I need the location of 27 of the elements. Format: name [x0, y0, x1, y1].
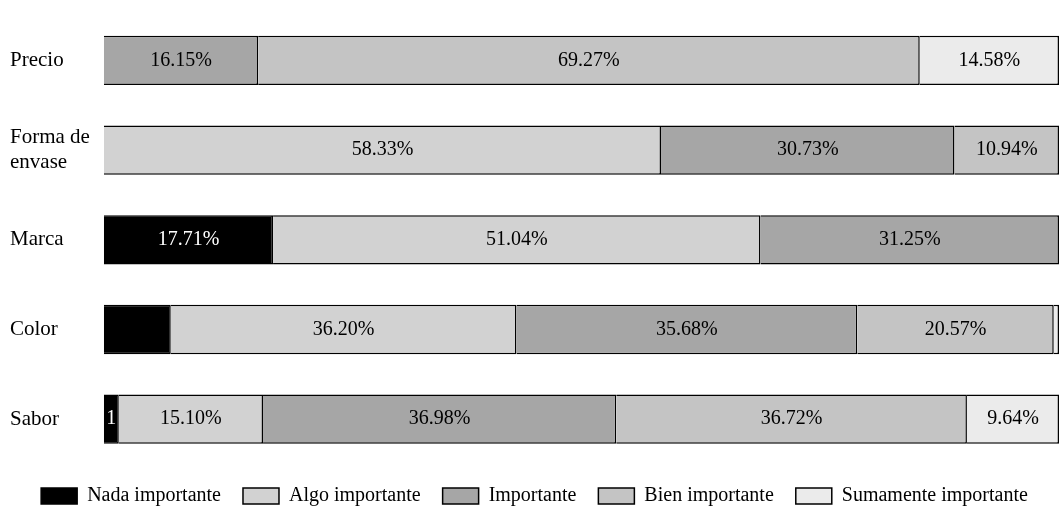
data-label: 36.98%	[408, 406, 471, 429]
data-label: 16.15%	[150, 47, 212, 70]
y-tick-label: Forma de envase	[10, 124, 90, 174]
data-label: 10.94%	[975, 137, 1038, 160]
legend-label: Bien importante	[644, 483, 774, 507]
y-tick-label: Color	[10, 316, 58, 340]
data-label: 15.10%	[160, 406, 222, 429]
data-label: 31.25%	[878, 227, 941, 250]
data-label: 14.58%	[958, 47, 1021, 70]
data-label: 17.71%	[157, 227, 220, 250]
legend-label: Importante	[488, 483, 577, 507]
data-label: 58.33%	[351, 137, 414, 160]
data-label: 36.72%	[760, 406, 823, 429]
legend-label: Sumamente importante	[841, 483, 1028, 507]
y-tick-label: Precio	[10, 46, 64, 71]
legend-label: Nada importante	[87, 483, 222, 507]
data-label: 51.04%	[485, 227, 548, 250]
data-label: 30.73%	[776, 137, 839, 160]
y-tick-label: Sabor	[10, 405, 59, 430]
data-label: 36.20%	[312, 316, 375, 339]
data-label: 69.27%	[558, 47, 620, 70]
annotation: 1	[106, 406, 117, 429]
data-label: 35.68%	[656, 316, 718, 339]
legend-label: Algo importante	[288, 483, 421, 507]
data-label: 20.57%	[924, 316, 987, 339]
data-label: 9.64%	[987, 406, 1039, 429]
y-tick-label: Marca	[10, 226, 65, 251]
